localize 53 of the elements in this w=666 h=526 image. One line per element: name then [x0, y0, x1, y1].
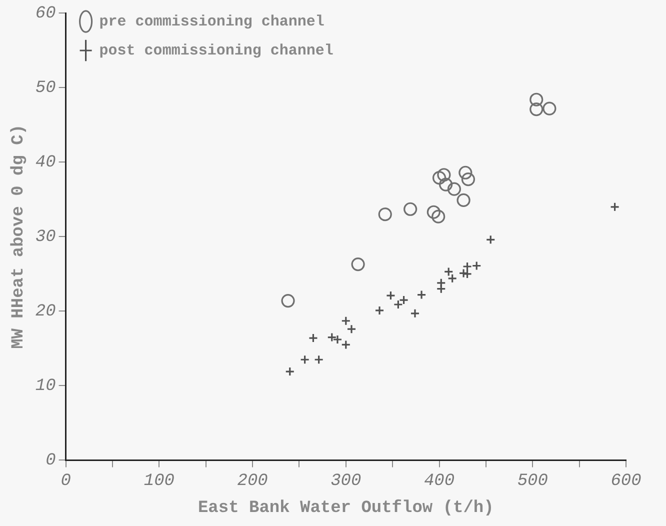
point	[300, 354, 310, 364]
point	[530, 102, 544, 116]
y-axis-title: MW HHeat above 0 dg C)	[9, 124, 28, 349]
point	[456, 193, 470, 207]
point	[432, 210, 446, 224]
point	[610, 202, 620, 212]
point	[472, 260, 482, 271]
point	[285, 366, 295, 376]
point	[437, 168, 451, 182]
point	[410, 308, 420, 318]
point	[458, 166, 472, 180]
point	[378, 208, 392, 222]
point	[404, 202, 418, 216]
point	[542, 102, 556, 116]
x-tick-label: 200	[237, 472, 268, 491]
point	[308, 333, 318, 343]
x-tick-label: 100	[144, 472, 174, 491]
point	[436, 284, 446, 294]
point	[426, 205, 440, 219]
y-tick-label: 40	[35, 154, 56, 173]
point	[461, 172, 476, 186]
point	[374, 306, 384, 316]
point	[530, 92, 544, 106]
point	[341, 316, 351, 326]
x-tick-label: 0	[60, 472, 71, 491]
y-tick-label: 20	[35, 302, 56, 322]
point	[416, 290, 426, 300]
x-tick-label: 400	[424, 472, 455, 491]
point	[386, 290, 396, 300]
legend-label: post commissioning channel	[99, 42, 334, 60]
point	[281, 294, 295, 308]
point	[341, 340, 351, 350]
point	[436, 278, 446, 288]
legend-label: pre commissioning channel	[99, 13, 324, 30]
point	[432, 171, 446, 185]
point	[351, 257, 365, 272]
point	[486, 234, 496, 244]
point	[462, 262, 472, 272]
x-tick-label: 600	[610, 472, 642, 491]
y-tick-label: 30	[35, 228, 56, 248]
point	[447, 182, 462, 196]
x-tick-label: 300	[330, 472, 362, 491]
y-tick-label: 50	[35, 79, 56, 98]
point	[346, 324, 356, 334]
x-axis-title: East Bank Water Outflow (t/h)	[198, 499, 494, 518]
y-tick-label: 0	[46, 452, 56, 471]
point	[439, 178, 453, 192]
y-tick-label: 60	[35, 4, 56, 24]
point	[398, 295, 409, 305]
x-tick-label: 500	[517, 472, 548, 491]
point	[393, 300, 403, 310]
y-tick-label: 10	[35, 377, 56, 396]
point	[314, 354, 324, 364]
